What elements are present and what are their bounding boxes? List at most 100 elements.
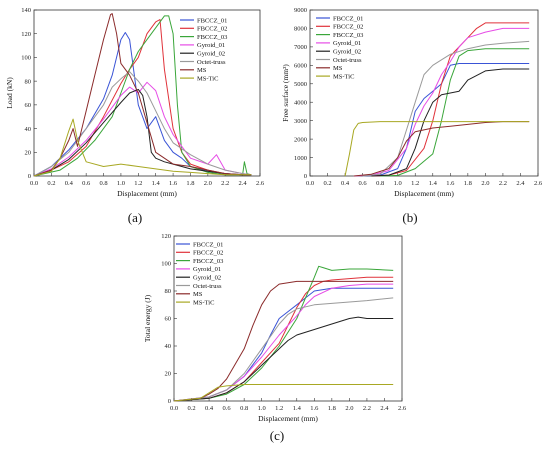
y-tick-label: 20 bbox=[25, 149, 32, 156]
legend-label: Gyroid_02 bbox=[193, 275, 221, 282]
y-tick-label: 2000 bbox=[294, 136, 307, 143]
series-line-octet-truss bbox=[33, 71, 252, 177]
x-tick-label: 2.0 bbox=[481, 180, 489, 187]
chart-panel-a: 0.0 0.2 0.4 0.6 0.8 1.0 1.2 1.4 1.6 1.8 2.0 2.2 2.4 2… bbox=[5, 7, 265, 225]
y-tick-label: 6000 bbox=[294, 63, 307, 70]
y-tick-label: 100 bbox=[161, 261, 171, 268]
series-line-ms bbox=[173, 280, 394, 402]
x-tick-label: 2.6 bbox=[398, 405, 407, 412]
legend-label: FBCCZ_02 bbox=[197, 26, 227, 33]
x-tick-label: 1.8 bbox=[186, 180, 194, 187]
series-line-fbccz-03 bbox=[173, 265, 394, 402]
panel-caption: (b) bbox=[402, 210, 417, 225]
x-tick-label: 2.4 bbox=[380, 405, 389, 412]
y-tick-label: 8000 bbox=[294, 26, 307, 33]
series-line-fbccz-02 bbox=[371, 22, 530, 177]
x-tick-label: 1.4 bbox=[429, 180, 438, 187]
y-tick-label: 120 bbox=[21, 31, 31, 38]
y-tick-label: 120 bbox=[161, 233, 171, 240]
y-tick-label: 0 bbox=[304, 173, 307, 180]
legend-label: FBCCZ_03 bbox=[193, 258, 223, 265]
x-axis-label: Displacement (mm) bbox=[394, 189, 454, 198]
series-line-fbccz-03 bbox=[380, 48, 530, 177]
legend-label: FBCCZ_03 bbox=[333, 32, 363, 39]
x-tick-label: 0.8 bbox=[99, 180, 107, 187]
series-line-ms bbox=[33, 13, 252, 177]
x-tick-label: 1.0 bbox=[394, 180, 402, 187]
x-tick-label: 1.6 bbox=[169, 180, 178, 187]
legend-label: FBCCZ_03 bbox=[197, 34, 227, 41]
legend-label: Gyroid_02 bbox=[333, 49, 361, 56]
x-tick-label: 2.2 bbox=[363, 405, 371, 412]
x-tick-label: 2.0 bbox=[345, 405, 353, 412]
x-tick-label: 1.8 bbox=[328, 405, 336, 412]
legend-label: Gyroid_01 bbox=[193, 266, 221, 273]
y-tick-label: 40 bbox=[165, 343, 172, 350]
series-line-octet-truss bbox=[173, 297, 394, 402]
y-axis-label: Total energy (J) bbox=[143, 294, 152, 342]
x-tick-label: 0.2 bbox=[187, 405, 195, 412]
y-tick-label: 3000 bbox=[294, 118, 307, 125]
x-tick-label: 0.6 bbox=[223, 405, 232, 412]
y-tick-label: 0 bbox=[168, 398, 171, 405]
x-tick-label: 1.8 bbox=[464, 180, 472, 187]
x-tick-label: 0.8 bbox=[240, 405, 248, 412]
panel-caption: (a) bbox=[128, 210, 142, 225]
legend-label: FBCCZ_01 bbox=[193, 241, 223, 248]
x-tick-label: 1.6 bbox=[446, 180, 455, 187]
y-tick-label: 1000 bbox=[294, 155, 307, 162]
y-tick-label: 60 bbox=[165, 316, 172, 323]
chart-panel-b: 0.0 0.2 0.4 0.6 0.8 1.0 1.2 1.4 1.6 1.8 2.0 2.2 2.4 2… bbox=[281, 7, 543, 225]
x-axis-label: Displacement (mm) bbox=[117, 189, 177, 198]
y-tick-label: 9000 bbox=[294, 7, 307, 14]
legend-label: FBCCZ_02 bbox=[193, 250, 223, 257]
legend-label: Octet-truss bbox=[197, 59, 226, 66]
legend-label: FBCCZ_02 bbox=[333, 24, 363, 31]
y-tick-label: 5000 bbox=[294, 81, 307, 88]
x-tick-label: 2.6 bbox=[256, 180, 265, 187]
legend-label: MS bbox=[193, 291, 203, 298]
y-tick-label: 0 bbox=[28, 173, 31, 180]
x-tick-label: 0.6 bbox=[359, 180, 368, 187]
y-tick-label: 80 bbox=[25, 78, 32, 85]
series-line-gyroid-02 bbox=[371, 68, 530, 177]
legend-label: FBCCZ_01 bbox=[197, 17, 227, 24]
x-tick-label: 0.0 bbox=[170, 405, 178, 412]
legend-label: MS bbox=[197, 67, 207, 74]
series-line-gyroid-02 bbox=[173, 316, 394, 402]
series-line-ms-tic bbox=[33, 118, 252, 177]
legend-label: Gyroid_01 bbox=[197, 42, 225, 49]
chart-panel-c: 0.0 0.2 0.4 0.6 0.8 1.0 1.2 1.4 1.6 1.8 2.0 2.2 2.4 2… bbox=[143, 233, 407, 443]
x-tick-label: 2.2 bbox=[221, 180, 229, 187]
legend-label: MS-TiC bbox=[197, 75, 218, 82]
series-line-gyroid-02 bbox=[33, 88, 252, 177]
y-tick-label: 20 bbox=[165, 371, 172, 378]
x-axis-label: Displacement (mm) bbox=[258, 414, 318, 423]
x-tick-label: 1.2 bbox=[275, 405, 283, 412]
x-tick-label: 0.0 bbox=[30, 180, 38, 187]
x-tick-label: 0.4 bbox=[341, 180, 350, 187]
series-line-fbccz-01 bbox=[362, 63, 530, 177]
y-tick-label: 140 bbox=[21, 7, 31, 14]
x-tick-label: 1.2 bbox=[134, 180, 142, 187]
y-tick-label: 7000 bbox=[294, 44, 307, 51]
y-tick-label: 100 bbox=[21, 55, 31, 62]
y-tick-label: 80 bbox=[165, 288, 172, 295]
x-tick-label: 1.6 bbox=[310, 405, 319, 412]
legend-label: MS bbox=[333, 65, 343, 72]
x-tick-label: 0.6 bbox=[82, 180, 91, 187]
legend-label: Gyroid_02 bbox=[197, 51, 225, 58]
legend-label: Gyroid_01 bbox=[333, 40, 361, 47]
legend-label: MS-TiC bbox=[333, 73, 354, 80]
legend-label: FBCCZ_01 bbox=[333, 15, 363, 22]
x-tick-label: 1.2 bbox=[411, 180, 419, 187]
x-tick-label: 2.4 bbox=[516, 180, 525, 187]
legend-label: MS-TiC bbox=[193, 299, 214, 306]
x-tick-label: 1.0 bbox=[117, 180, 125, 187]
x-tick-label: 2.0 bbox=[204, 180, 212, 187]
series-line-ms-tic bbox=[344, 121, 530, 177]
x-tick-label: 0.4 bbox=[65, 180, 74, 187]
series-line-gyroid-01 bbox=[353, 27, 530, 177]
